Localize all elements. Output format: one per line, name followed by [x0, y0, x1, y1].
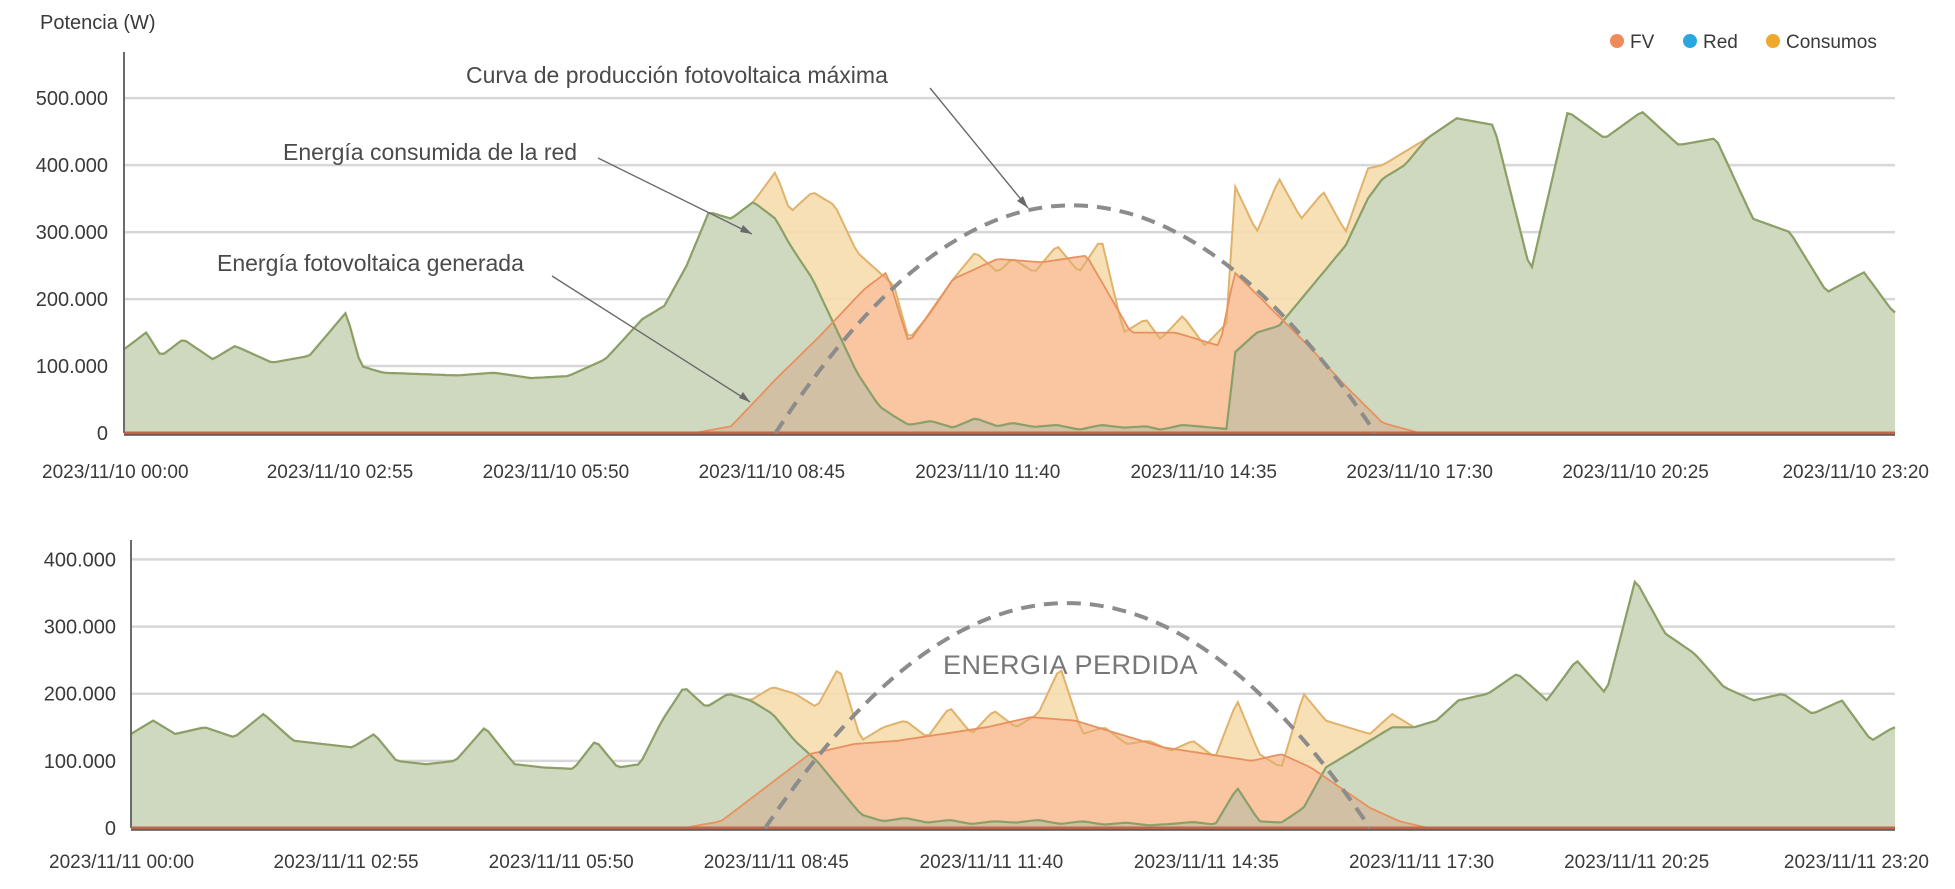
legend-red-label: Red — [1703, 32, 1738, 53]
x-tick-label: 2023/11/11 23:20 — [1784, 852, 1929, 873]
axes-panel-1 — [123, 52, 1895, 436]
annotation-grid-energy: Energía consumida de la red — [283, 139, 753, 235]
x-tick-label: 2023/11/11 20:25 — [1564, 852, 1709, 873]
annotation-pv-generated: Energía fotovoltaica generada — [217, 250, 751, 403]
y-tick-label: 200.000 — [44, 684, 116, 706]
x-tick-label: 2023/11/11 17:30 — [1349, 852, 1494, 873]
x-tick-label: 2023/11/10 05:50 — [483, 462, 630, 483]
annotation-max-pv-curve: Curva de producción fotovoltaica máxima — [466, 62, 1029, 209]
y-tick-labels-panel-1: 0 100.000 200.000 300.000 400.000 500.000 — [36, 88, 108, 445]
legend: FV Red Consumos — [1610, 32, 1877, 53]
x-tick-label: 2023/11/10 02:55 — [267, 462, 414, 483]
y-tick-labels-panel-2: 0 100.000 200.000 300.000 400.000 — [44, 549, 116, 840]
line-red — [123, 111, 1896, 431]
area-fv — [131, 717, 1895, 828]
max-pv-curve-panel-2 — [763, 601, 1372, 830]
annotation-pv-generated-arrow — [551, 275, 751, 403]
y-tick-label: 100.000 — [44, 751, 116, 773]
y-tick-label: 300.000 — [36, 222, 108, 244]
legend-fv-dot-icon — [1610, 34, 1624, 48]
x-tick-labels-panel-1: 2023/11/10 00:00 2023/11/10 02:55 2023/11/… — [42, 462, 1929, 483]
x-tick-labels-panel-2: 2023/11/11 00:00 2023/11/11 02:55 2023/11/… — [49, 852, 1929, 873]
axes-panel-2 — [130, 540, 1895, 831]
x-tick-label: 2023/11/10 17:30 — [1346, 462, 1493, 483]
y-tick-label: 0 — [97, 423, 108, 445]
y-tick-label: 400.000 — [44, 549, 116, 571]
legend-item-fv[interactable]: FV — [1610, 32, 1655, 53]
chart-panel-day-2: 0 100.000 200.000 300.000 400.000 2023/11/11… — [44, 540, 1929, 873]
y-axis-label: Potencia (W) — [40, 12, 156, 34]
x-tick-label: 2023/11/11 14:35 — [1134, 852, 1279, 873]
y-tick-label: 100.000 — [36, 356, 108, 378]
y-tick-label: 500.000 — [36, 88, 108, 110]
annotation-max-pv-curve-arrowhead-icon — [1017, 196, 1028, 208]
areas-panel-2 — [130, 579, 1896, 829]
x-tick-label: 2023/11/11 00:00 — [49, 852, 194, 873]
legend-consumos-dot-icon — [1766, 34, 1780, 48]
x-tick-label: 2023/11/10 00:00 — [42, 462, 189, 483]
area-red — [131, 581, 1895, 828]
legend-item-red[interactable]: Red — [1683, 32, 1738, 53]
annotation-pv-generated-arrowhead-icon — [739, 392, 750, 402]
x-tick-label: 2023/11/11 05:50 — [489, 852, 634, 873]
annotation-grid-energy-arrowhead-icon — [740, 225, 752, 234]
annotation-max-pv-curve-arrow — [929, 87, 1029, 209]
annotation-pv-generated-text: Energía fotovoltaica generada — [217, 250, 524, 276]
y-tick-label: 200.000 — [36, 289, 108, 311]
legend-red-dot-icon — [1683, 34, 1697, 48]
y-tick-label: 400.000 — [36, 155, 108, 177]
x-tick-label: 2023/11/10 23:20 — [1782, 462, 1929, 483]
annotation-lost-energy: ENERGIA PERDIDA — [943, 650, 1198, 680]
y-tick-label: 0 — [105, 818, 116, 840]
x-tick-label: 2023/11/10 08:45 — [699, 462, 846, 483]
x-tick-label: 2023/11/10 14:35 — [1130, 462, 1277, 483]
annotation-grid-energy-arrow — [597, 157, 753, 235]
annotation-max-pv-curve-text: Curva de producción fotovoltaica máxima — [466, 62, 888, 88]
area-fv — [124, 255, 1895, 433]
legend-consumos-label: Consumos — [1786, 32, 1877, 53]
area-red — [124, 112, 1895, 434]
line-red — [130, 579, 1896, 827]
legend-item-consumos[interactable]: Consumos — [1766, 32, 1877, 53]
x-tick-label: 2023/11/11 08:45 — [704, 852, 849, 873]
annotation-grid-energy-text: Energía consumida de la red — [283, 139, 577, 165]
legend-fv-label: FV — [1630, 32, 1655, 53]
chart-panel-day-1: 0 100.000 200.000 300.000 400.000 500.000 202… — [36, 12, 1929, 483]
x-tick-label: 2023/11/11 02:55 — [274, 852, 419, 873]
x-tick-label: 2023/11/11 11:40 — [920, 852, 1064, 873]
y-tick-label: 300.000 — [44, 617, 116, 639]
max-pv-curve-panel-1 — [773, 203, 1377, 435]
x-tick-label: 2023/11/10 11:40 — [915, 462, 1060, 483]
x-tick-label: 2023/11/10 20:25 — [1562, 462, 1709, 483]
